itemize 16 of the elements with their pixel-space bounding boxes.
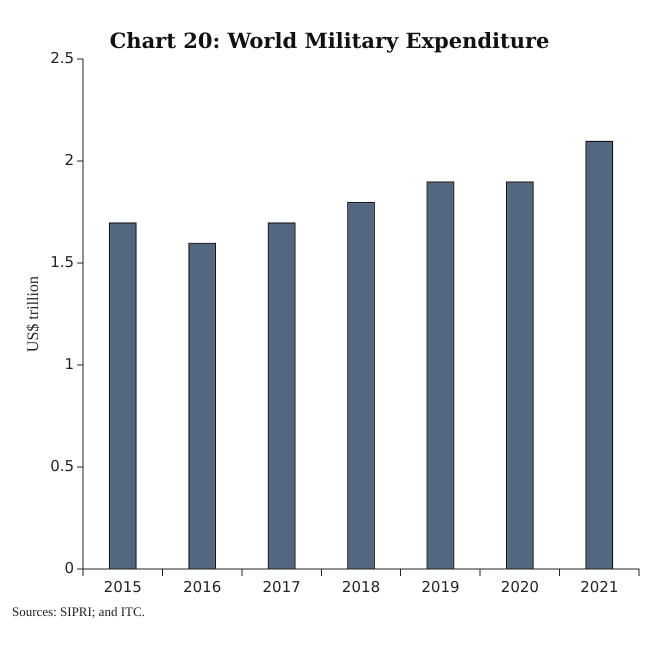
x-tick-label: 2015: [104, 578, 142, 596]
x-tick-label: 2016: [183, 578, 222, 596]
x-tick-label: 2021: [580, 578, 618, 596]
y-axis-title: US$ trillion: [24, 276, 42, 352]
y-tick-label: 1: [64, 354, 74, 373]
x-tick-label: 2019: [421, 578, 460, 596]
source-note: Sources: SIPRI; and ITC.: [12, 604, 145, 620]
x-tick-label: 2017: [262, 578, 301, 596]
x-tick-label: 2018: [342, 578, 380, 596]
x-tick-label: 2020: [500, 578, 539, 596]
y-tick-label: 0: [64, 558, 74, 577]
chart-title: Chart 20: World Military Expenditure: [110, 28, 550, 54]
y-tick-label: 0.5: [50, 456, 74, 475]
y-tick-label: 2.5: [50, 49, 74, 68]
y-tick-label: 1.5: [50, 253, 74, 272]
y-tick-label: 2: [64, 151, 74, 170]
